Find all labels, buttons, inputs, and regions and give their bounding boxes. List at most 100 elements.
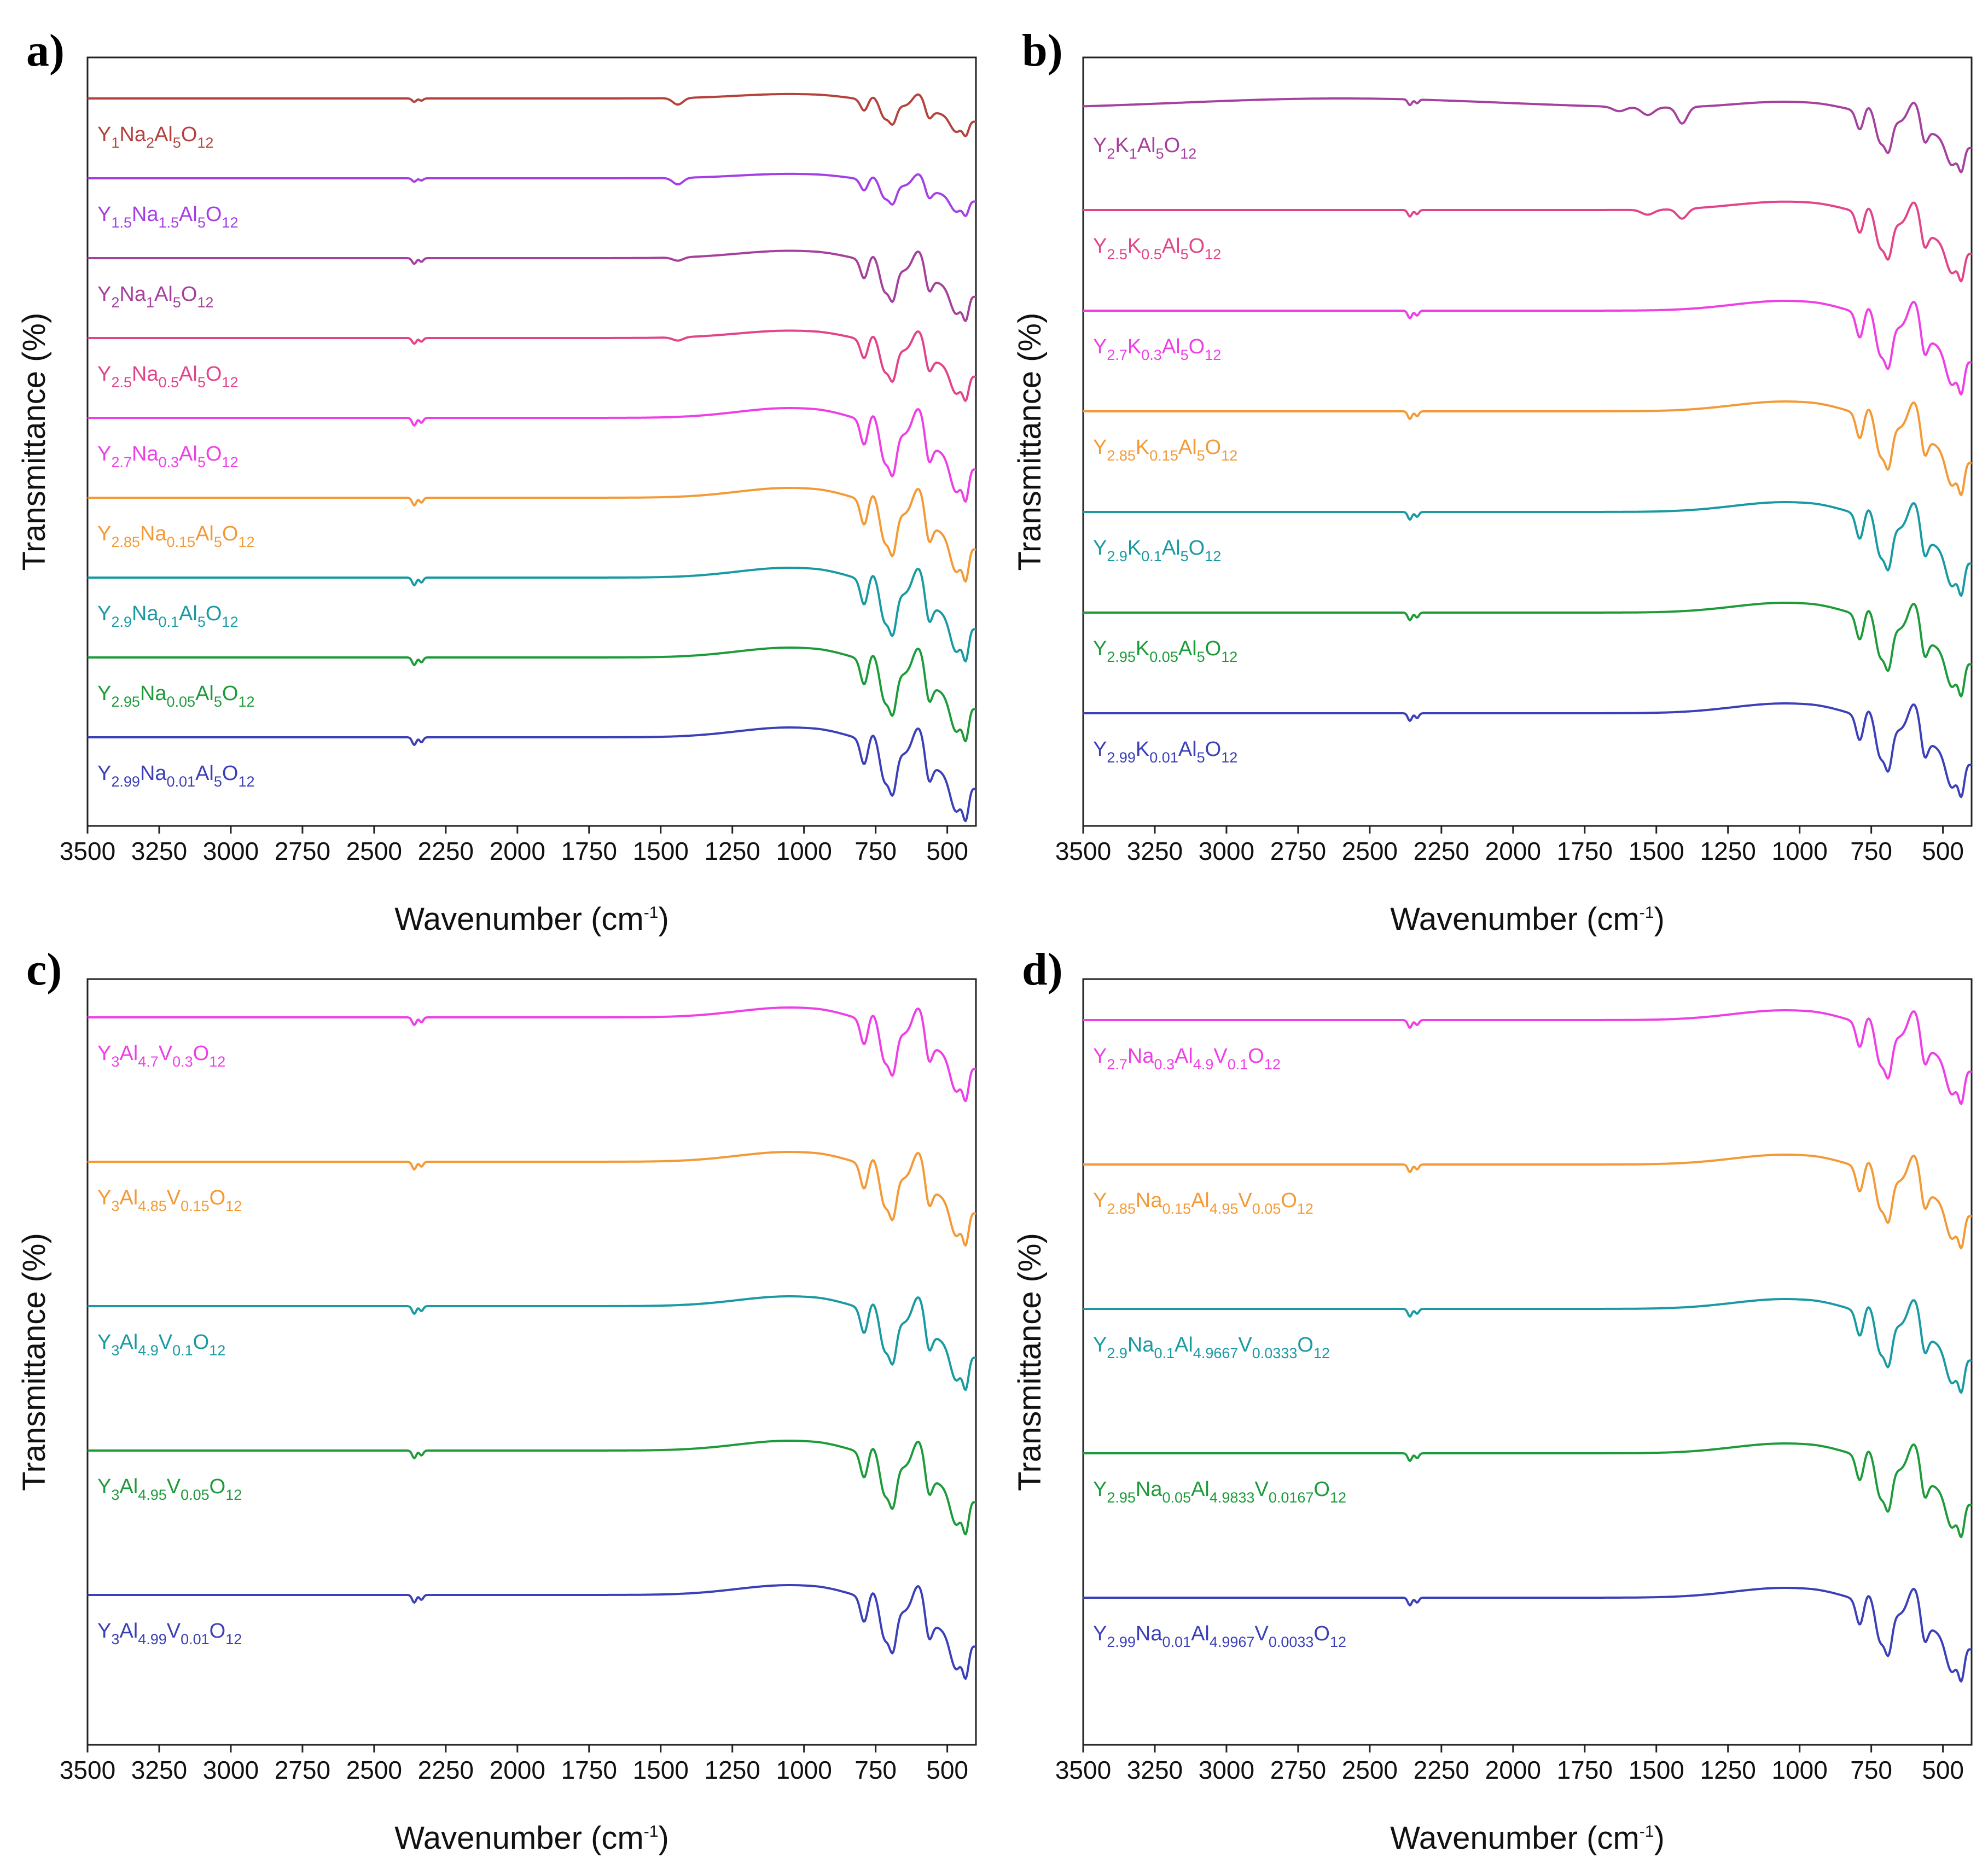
x-tick-label: 3500 [60, 837, 115, 865]
series-label: Y2.95K0.05Al5O12 [1093, 637, 1237, 665]
series-label: Y3Al4.99V0.01O12 [97, 1620, 242, 1647]
x-tick-label: 1750 [1557, 1756, 1613, 1784]
x-tick-label: 3250 [131, 1756, 187, 1784]
series-line [88, 1006, 976, 1103]
series-label: Y3Al4.85V0.15O12 [97, 1186, 242, 1214]
series-line [88, 1151, 976, 1247]
x-tick-label: 3000 [203, 1756, 259, 1784]
panel-letter: d) [1022, 944, 1063, 995]
series-label: Y1.5Na1.5Al5O12 [97, 203, 238, 231]
plot-frame [1082, 978, 1973, 1746]
plot-frame [1082, 56, 1973, 827]
x-tick-label: 2000 [490, 837, 545, 865]
x-tick-label: 2250 [418, 1756, 474, 1784]
x-tick-label: 3500 [1055, 1756, 1111, 1784]
x-tick-label: 2500 [1342, 1756, 1398, 1784]
x-tick-label: 1000 [1772, 837, 1828, 865]
series-line [1083, 1442, 1972, 1539]
panel-d: d) 3500 3250 3000 2750 2500 2250 2000 1750 1500 12… [1012, 944, 1973, 1856]
x-tick-label: 2500 [1342, 837, 1398, 865]
series-label: Y2.85Na0.15Al5O12 [97, 522, 255, 550]
plot-frame [86, 978, 977, 1746]
series-label: Y2.7K0.3Al5O12 [1093, 335, 1221, 363]
x-tick-label: 500 [1922, 1756, 1964, 1784]
series-line [88, 407, 976, 503]
x-tick-label: 1500 [1629, 1756, 1684, 1784]
x-tick-label: 1000 [1772, 1756, 1828, 1784]
x-tick-label: 1250 [705, 837, 760, 865]
series-label: Y2.7Na0.3Al5O12 [97, 442, 238, 470]
series-label: Y2K1Al5O12 [1093, 134, 1196, 162]
x-tick-label: 2500 [346, 1756, 402, 1784]
series-line [1083, 501, 1972, 597]
x-tick-label: 1750 [561, 1756, 617, 1784]
panel-a: a) 3500 3250 3000 2750 2500 2250 2000 1750 1500 12… [16, 25, 977, 937]
x-tick-label: 3000 [203, 837, 259, 865]
series-label: Y2.9K0.1Al5O12 [1093, 537, 1221, 564]
x-tick-label: 3000 [1199, 1756, 1254, 1784]
x-tick-label: 1250 [705, 1756, 760, 1784]
series-line [1083, 702, 1972, 799]
x-tick-label: 3250 [1127, 1756, 1183, 1784]
series-line [88, 249, 976, 322]
x-tick-label: 750 [855, 837, 897, 865]
series-line [1083, 97, 1972, 173]
panel-letter: a) [26, 25, 65, 76]
series-label: Y2.85Na0.15Al4.95V0.05O12 [1093, 1189, 1313, 1217]
series-line [88, 1584, 976, 1680]
x-tick-label: 3250 [1127, 837, 1183, 865]
series-line [88, 172, 976, 217]
x-tick-label: 1500 [633, 837, 689, 865]
x-tick-label: 2500 [346, 837, 402, 865]
x-tick-label: 2250 [1414, 1756, 1469, 1784]
series-line [88, 487, 976, 583]
series-line [88, 647, 976, 743]
series-line [1083, 1009, 1972, 1105]
series-line [1083, 1587, 1972, 1683]
x-tick-label: 2750 [1270, 837, 1326, 865]
x-tick-label: 2000 [1485, 1756, 1541, 1784]
series-line [88, 1440, 976, 1536]
series-line [1083, 300, 1972, 396]
x-axis-label: Wavenumber (cm-1) [394, 901, 669, 937]
series-label: Y2.5Na0.5Al5O12 [97, 363, 238, 391]
series-line [88, 726, 976, 823]
x-axis-label: Wavenumber (cm-1) [1390, 1820, 1665, 1856]
panel-letter: b) [1022, 25, 1063, 76]
series-label: Y2.9Na0.1Al5O12 [97, 602, 238, 630]
series-label: Y2.85K0.15Al5O12 [1093, 436, 1237, 464]
x-tick-label: 1750 [1557, 837, 1613, 865]
series-line [1083, 602, 1972, 698]
series-label: Y2.99Na0.01Al4.9967V0.0033O12 [1093, 1622, 1346, 1650]
x-axis-label: Wavenumber (cm-1) [1390, 901, 1665, 937]
series-line [1083, 1154, 1972, 1250]
x-tick-label: 3000 [1199, 837, 1254, 865]
x-tick-label: 2250 [1414, 837, 1469, 865]
series-label: Y2.9Na0.1Al4.9667V0.0333O12 [1093, 1334, 1330, 1361]
x-tick-label: 500 [926, 837, 968, 865]
panel-b: b) 3500 3250 3000 2750 2500 2250 2000 1750 1500 12… [1012, 25, 1973, 937]
x-tick-label: 1250 [1700, 1756, 1756, 1784]
x-tick-label: 1000 [776, 837, 832, 865]
x-tick-label: 3500 [60, 1756, 115, 1784]
series-label: Y2.95Na0.05Al4.9833V0.0167O12 [1093, 1478, 1346, 1506]
x-tick-label: 2000 [1485, 837, 1541, 865]
x-tick-label: 1500 [1629, 837, 1684, 865]
x-tick-label: 1000 [776, 1756, 832, 1784]
x-tick-label: 1250 [1700, 837, 1756, 865]
x-axis-label: Wavenumber (cm-1) [394, 1820, 669, 1856]
series-label: Y2Na1Al5O12 [97, 283, 213, 311]
x-tick-label: 500 [926, 1756, 968, 1784]
y-axis-label: Transmittance (%) [1012, 1233, 1048, 1491]
x-tick-label: 1500 [633, 1756, 689, 1784]
panel-letter: c) [26, 944, 62, 995]
x-tick-label: 2250 [418, 837, 474, 865]
x-tick-label: 3500 [1055, 837, 1111, 865]
x-tick-label: 2750 [275, 837, 330, 865]
series-label: Y2.5K0.5Al5O12 [1093, 235, 1221, 263]
y-axis-label: Transmittance (%) [16, 313, 52, 571]
series-label: Y3Al4.95V0.05O12 [97, 1475, 242, 1503]
series-label: Y2.99Na0.01Al5O12 [97, 762, 255, 790]
y-axis-label: Transmittance (%) [16, 1233, 52, 1491]
